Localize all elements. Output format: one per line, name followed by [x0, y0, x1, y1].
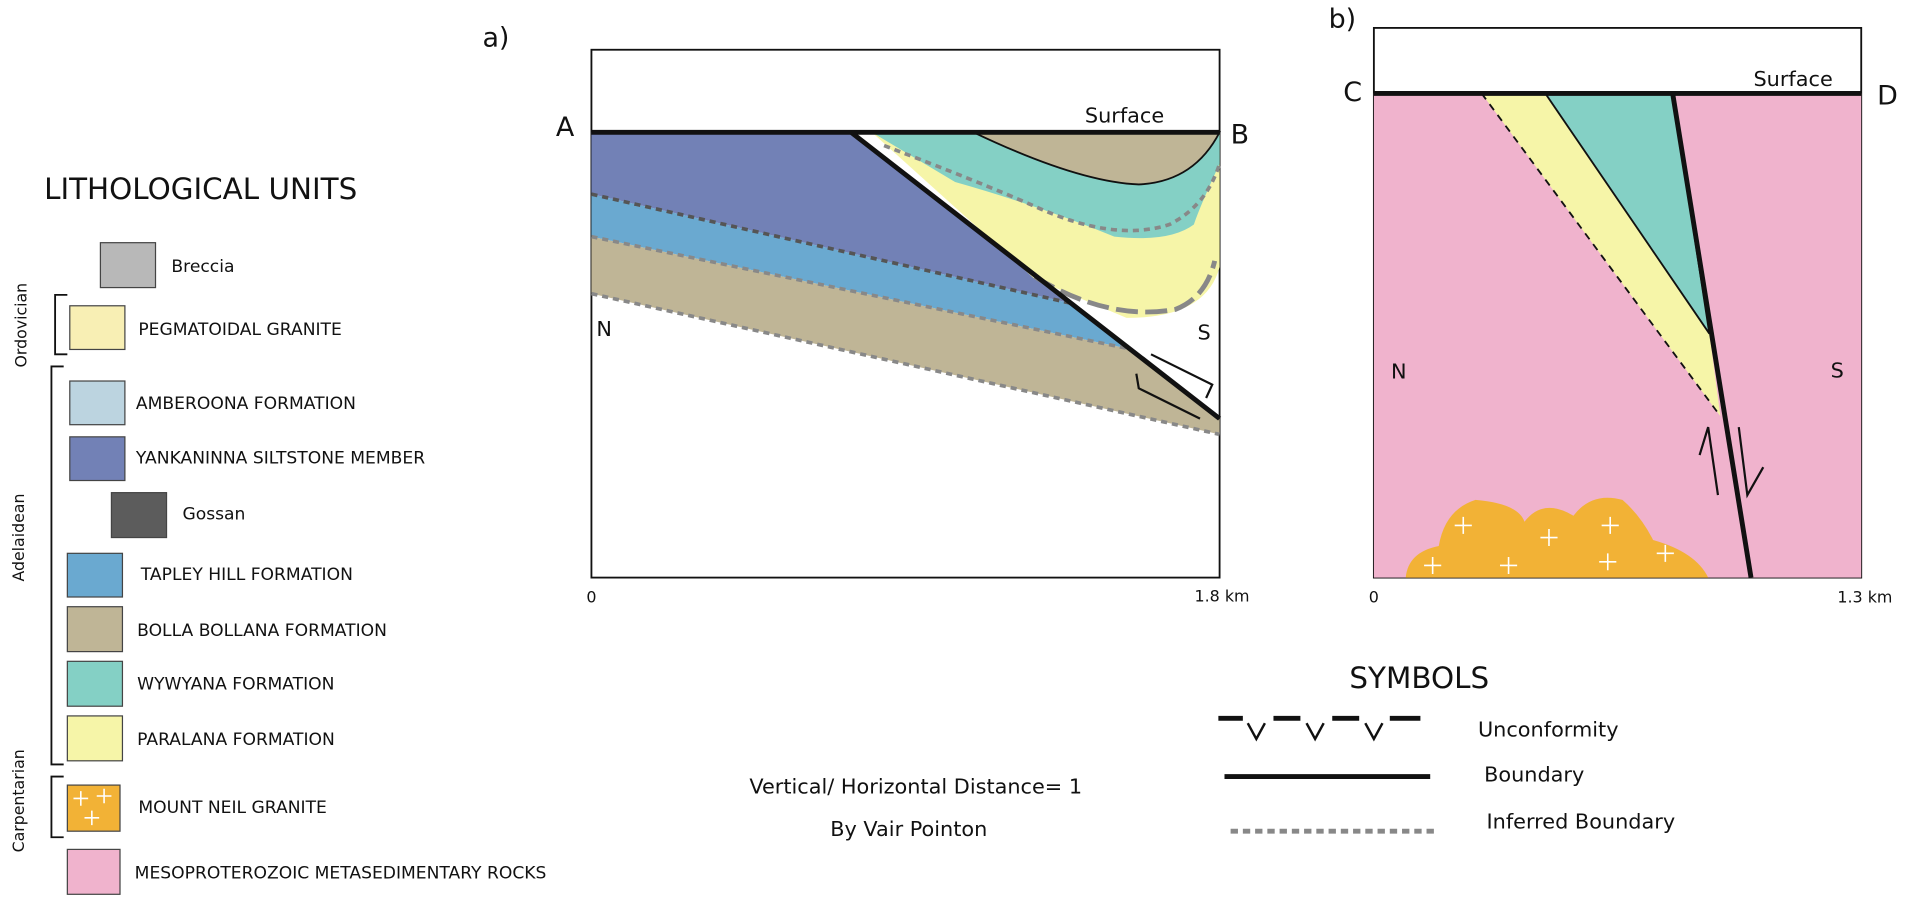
- group-bracket: [50, 775, 64, 839]
- tapley-hill: [591, 194, 1127, 349]
- inferred-boundary: [591, 234, 1220, 437]
- scale-label: 1.3 km: [1837, 588, 1892, 607]
- inferred-boundary: [883, 143, 1222, 233]
- group-bracket: [50, 365, 64, 766]
- swatch: [99, 242, 157, 289]
- swatch: [66, 606, 124, 653]
- legend-item: MESOPROTEROZOIC METASEDIMENTARY ROCKS: [135, 864, 547, 884]
- symbol-label: Inferred Boundary: [1487, 810, 1676, 834]
- granite-cross: [1424, 516, 1674, 574]
- end-label: C: [1343, 77, 1362, 108]
- granite-cross: [73, 788, 112, 826]
- legend-item: BOLLA BOLLANA FORMATION: [137, 621, 387, 641]
- scale-label: 0: [1369, 588, 1379, 607]
- inferred-boundary: [591, 192, 1072, 306]
- legend-title: LITHOLOGICAL UNITS: [44, 172, 357, 206]
- fault-arrows: [1698, 426, 1765, 499]
- group-label: Adelaidean: [9, 494, 28, 582]
- legend-item: Gossan: [182, 505, 245, 525]
- note: Vertical/ Horizontal Distance= 1: [749, 775, 1082, 799]
- group-label: Carpentarian: [9, 749, 28, 852]
- legend-item: Breccia: [171, 257, 234, 277]
- legend-item: MOUNT NEIL GRANITE: [138, 798, 326, 818]
- yankaninna: [591, 132, 1072, 304]
- swatch: [110, 492, 168, 539]
- scale-label: 1.8 km: [1195, 587, 1250, 606]
- legend-item: WYWYANA FORMATION: [137, 674, 334, 694]
- legend-item: YANKANINNA SILTSTONE MEMBER: [135, 449, 425, 469]
- legend-item: PEGMATOIDAL GRANITE: [138, 320, 341, 340]
- fault-arrows: [1135, 353, 1214, 420]
- direction: N: [596, 317, 612, 341]
- legend-item: PARALANA FORMATION: [137, 730, 335, 750]
- swatch: [66, 848, 121, 895]
- legend-item: AMBEROONA FORMATION: [136, 394, 356, 414]
- direction: N: [1391, 360, 1407, 384]
- swatch: [66, 784, 121, 832]
- swatch: [69, 436, 126, 482]
- swatch: [66, 660, 124, 707]
- swatch: [69, 380, 126, 426]
- swatch: [66, 715, 124, 762]
- end-label: B: [1231, 119, 1249, 150]
- unconformity: [1033, 260, 1218, 315]
- section-b: b) C D Surface N S 0 1.3 km: [1329, 4, 1898, 606]
- direction: S: [1198, 321, 1211, 345]
- section-a: a) A B Surface N S 0 1.8 km: [482, 22, 1249, 606]
- scale-label: 0: [586, 588, 596, 607]
- symbol-unconformity: [1246, 722, 1384, 742]
- surface-label: Surface: [1753, 67, 1832, 91]
- swatch: [66, 552, 124, 598]
- legend: LITHOLOGICAL UNITS Ordovician Adelaidean…: [9, 172, 547, 895]
- fault: [1670, 93, 1754, 578]
- section-label: a): [482, 22, 509, 53]
- end-label: A: [556, 112, 575, 143]
- surface-label: Surface: [1085, 104, 1164, 128]
- swatch: [69, 305, 126, 351]
- fault: [849, 130, 1222, 421]
- legend-item: TAPLEY HILL FORMATION: [140, 565, 353, 585]
- section-label: b): [1329, 4, 1357, 35]
- symbol-label: Boundary: [1484, 762, 1584, 786]
- end-label: D: [1877, 81, 1898, 112]
- unconformity: [1480, 92, 1722, 417]
- direction: S: [1831, 358, 1844, 382]
- bolla-bollana: [591, 236, 1220, 435]
- group-label: Ordovician: [11, 283, 30, 368]
- bolla-bollana: [973, 131, 1222, 186]
- symbol-label: Unconformity: [1478, 718, 1619, 742]
- symbols-title: SYMBOLS: [1349, 661, 1489, 695]
- group-bracket: [54, 293, 68, 356]
- note: By Vair Pointon: [830, 817, 987, 841]
- symbols: SYMBOLS Unconformity Boundary Inferred B…: [1218, 661, 1675, 834]
